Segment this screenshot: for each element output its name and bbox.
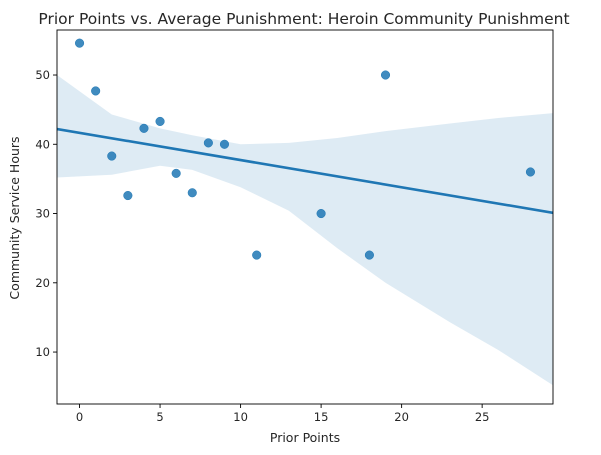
y-tick-label: 30 bbox=[35, 207, 50, 221]
data-point bbox=[316, 208, 326, 219]
x-tick-label: 10 bbox=[233, 410, 248, 424]
chart-title: Prior Points vs. Average Punishment: Her… bbox=[38, 10, 569, 28]
y-tick-label: 10 bbox=[35, 345, 50, 359]
y-tick-label: 40 bbox=[35, 137, 50, 151]
data-point bbox=[74, 38, 85, 48]
regression-line bbox=[57, 127, 553, 215]
x-tick-label: 15 bbox=[314, 410, 329, 424]
data-point bbox=[91, 86, 101, 96]
x-tick-label: 5 bbox=[156, 410, 163, 424]
data-point bbox=[364, 250, 374, 260]
data-point bbox=[123, 190, 133, 201]
axes-frame bbox=[56, 29, 554, 405]
data-point bbox=[187, 188, 197, 198]
data-point bbox=[107, 151, 117, 161]
y-tick-label: 50 bbox=[35, 68, 50, 82]
data-point bbox=[252, 250, 262, 260]
confidence-band bbox=[57, 75, 553, 386]
data-point bbox=[380, 70, 391, 80]
x-tick-label: 0 bbox=[76, 410, 83, 424]
y-tick-label: 20 bbox=[35, 276, 50, 290]
data-point bbox=[203, 138, 213, 148]
x-tick-label: 20 bbox=[394, 410, 409, 424]
x-axis-label: Prior Points bbox=[270, 430, 340, 445]
data-point bbox=[219, 139, 230, 149]
data-point bbox=[525, 167, 536, 177]
x-tick-label: 25 bbox=[475, 410, 490, 424]
data-point bbox=[171, 168, 181, 178]
data-point bbox=[155, 116, 165, 126]
data-point bbox=[139, 123, 149, 133]
y-axis-label: Community Service Hours bbox=[7, 136, 22, 299]
plot-area: 0 5 10 15 20 25 10 20 30 40 50 bbox=[35, 29, 554, 424]
